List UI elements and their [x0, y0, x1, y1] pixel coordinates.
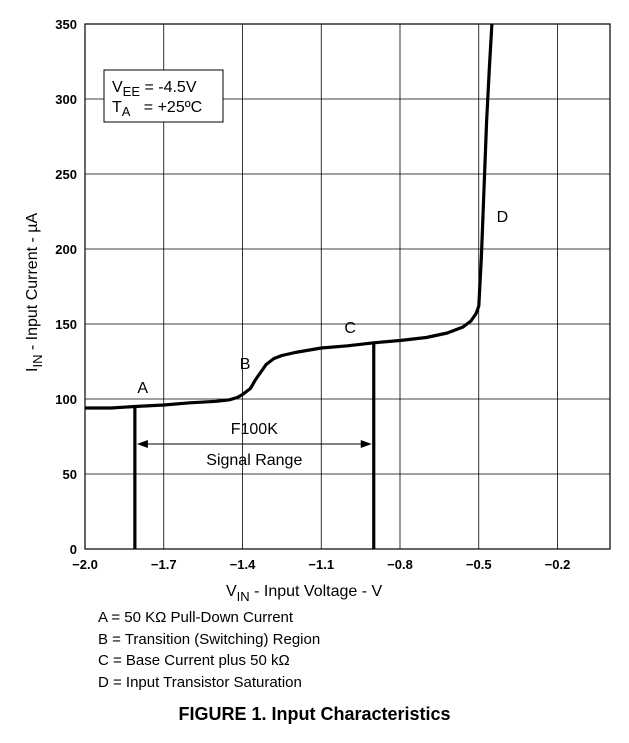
y-tick-label: 150: [55, 317, 77, 332]
y-tick-label: 100: [55, 392, 77, 407]
range-arrow-left-head: [136, 440, 148, 448]
region-label-c: C: [344, 320, 356, 337]
plot-frame: [84, 23, 611, 550]
condition-ta: TA = +25ºC: [112, 99, 202, 119]
data-marks: [85, 23, 494, 549]
y-tick-label: 200: [55, 242, 77, 257]
x-tick-label: −1.7: [151, 557, 177, 572]
conditions-box: VEE = -4.5V TA = +25ºC: [103, 69, 224, 123]
y-tick-label: 300: [55, 92, 77, 107]
annotations: F100K Signal Range A B C D: [136, 209, 509, 469]
condition-vee: VEE = -4.5V: [112, 79, 197, 99]
x-tick-label: −1.1: [308, 557, 334, 572]
y-tick-label: 350: [55, 17, 77, 32]
legend: A = 50 KΩ Pull-Down Current B = Transiti…: [98, 607, 320, 693]
region-label-d: D: [497, 209, 509, 226]
x-tick-label: −0.5: [466, 557, 492, 572]
range-arrow-right-head: [360, 440, 372, 448]
y-tick-label: 50: [63, 467, 77, 482]
region-label-b: B: [240, 356, 251, 373]
x-tick-label: −2.0: [72, 557, 98, 572]
legend-item-a: A = 50 KΩ Pull-Down Current: [98, 609, 294, 626]
range-label-top: F100K: [231, 421, 278, 438]
legend-item-c: C = Base Current plus 50 kΩ: [98, 652, 290, 669]
tick-labels: −2.0 −1.7 −1.4 −1.1 −0.8 −0.5 −0.2 0 50 100 150 200…: [55, 17, 570, 572]
range-label-bottom: Signal Range: [206, 452, 302, 469]
region-label-a: A: [137, 380, 148, 397]
figure-caption: FIGURE 1. Input Characteristics: [178, 704, 451, 724]
y-tick-label: 0: [70, 542, 77, 557]
axes: [84, 23, 611, 550]
x-tick-label: −0.8: [387, 557, 413, 572]
x-axis-label: VIN - Input Voltage - V: [226, 583, 383, 604]
input-characteristics-chart: −2.0 −1.7 −1.4 −1.1 −0.8 −0.5 −0.2 0 50 100 150 200…: [24, 17, 611, 604]
legend-item-d: D = Input Transistor Saturation: [98, 673, 302, 691]
y-axis-label: IIN - Input Current - µA: [24, 213, 45, 372]
legend-item-b: B = Transition (Switching) Region: [98, 630, 321, 648]
input-characteristic-curve: [85, 23, 494, 410]
y-tick-label: 250: [55, 167, 77, 182]
x-tick-label: −1.4: [230, 557, 256, 572]
x-tick-label: −0.2: [545, 557, 571, 572]
